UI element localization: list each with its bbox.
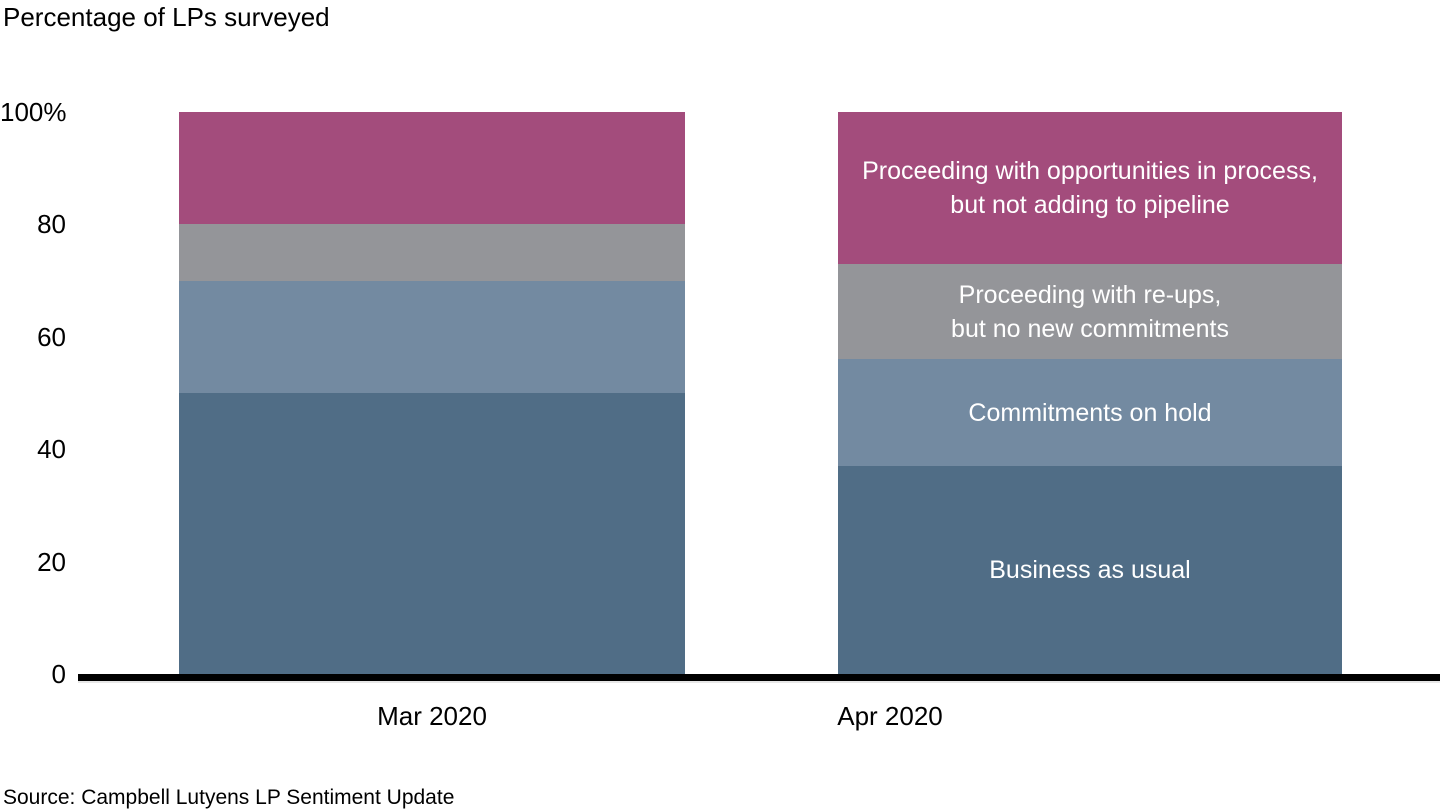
bar-segment: Proceeding with re-ups, but no new commit…: [838, 263, 1342, 360]
bar-segment: [179, 112, 685, 225]
bar-segment: Proceeding with opportunities in process…: [838, 112, 1342, 264]
bar-segment: [179, 280, 685, 393]
bar-segment: Commitments on hold: [838, 359, 1342, 467]
segment-label: Business as usual: [989, 556, 1191, 584]
bar-segment: Business as usual: [838, 466, 1342, 674]
x-axis-line: [78, 674, 1440, 683]
y-tick-20: 20: [37, 546, 66, 577]
y-tick-100: 100%: [0, 97, 67, 127]
y-tick-80: 80: [37, 209, 66, 240]
source-note: Source: Campbell Lutyens LP Sentiment Up…: [3, 786, 455, 809]
bar-segment: [179, 224, 685, 281]
x-label-mar-2020: Mar 2020: [377, 701, 487, 731]
segment-label: Proceeding with re-ups, but no new commit…: [951, 280, 1229, 343]
stacked-bar-apr-2020: Proceeding with opportunities in process…: [838, 112, 1342, 674]
segment-label: Commitments on hold: [968, 398, 1212, 427]
segment-label: Proceeding with opportunities in process…: [862, 156, 1318, 219]
stacked-bar-mar-2020: [179, 112, 685, 674]
bar-segment: [179, 392, 685, 674]
chart-title: Percentage of LPs surveyed: [3, 2, 330, 32]
y-tick-0: 0: [51, 659, 66, 689]
x-label-apr-2020: Apr 2020: [837, 701, 943, 731]
y-tick-60: 60: [37, 321, 66, 352]
y-tick-40: 40: [37, 434, 66, 465]
